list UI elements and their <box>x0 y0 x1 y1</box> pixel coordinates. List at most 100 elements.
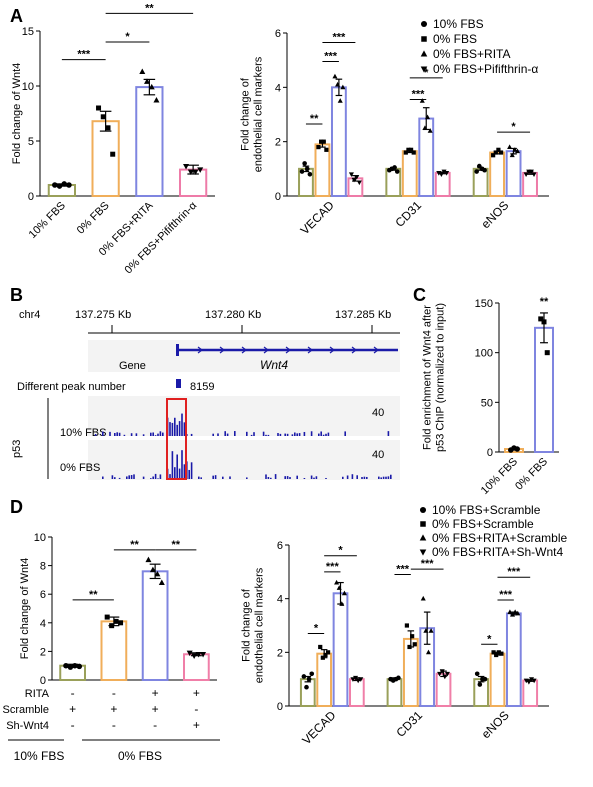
signal-bar <box>315 476 318 479</box>
d-left-ytick-label: 0 <box>40 675 46 687</box>
a-right-sig-label: *** <box>332 32 346 44</box>
d-right-point <box>320 655 325 660</box>
signal-bar <box>150 432 152 436</box>
c-chart-ylabel: Fold enrichment of Wnt4 after <box>422 305 434 450</box>
d-right-point <box>410 634 415 639</box>
d-left-sig-label: ** <box>89 589 98 601</box>
condition-value: + <box>193 718 200 732</box>
signal-bar <box>217 433 219 436</box>
d-left-point <box>76 663 83 670</box>
signal-bar <box>178 468 181 479</box>
d-right-point <box>404 623 409 628</box>
signal-bar <box>262 431 265 436</box>
signal-bar <box>162 432 164 436</box>
condition-value: - <box>194 702 198 716</box>
a-left-bar <box>91 120 120 197</box>
strand-arrow <box>329 346 335 354</box>
d-right-point <box>444 671 450 677</box>
legend-marker <box>419 506 427 514</box>
a-right-point <box>337 98 343 103</box>
signal-bar <box>174 417 176 436</box>
a-right-bar <box>330 86 347 197</box>
signal-bar <box>154 435 157 436</box>
signal-bar <box>234 431 236 436</box>
a-left-ytick-label: 10 <box>22 81 34 93</box>
condition-row-label: RITA <box>25 688 50 700</box>
d-right-bar <box>316 652 333 707</box>
d-right-bar <box>299 678 316 708</box>
a-right-point <box>427 128 433 133</box>
a-right-point <box>436 171 442 176</box>
d-right-point <box>496 650 501 655</box>
signal-bar <box>176 424 178 436</box>
d-right-sig-label: * <box>314 623 319 635</box>
d-right-point <box>325 650 331 655</box>
a-right-point <box>394 169 400 174</box>
chart-d-markers: 0 2 4 6 Fold change of endothelial cell marke… <box>241 540 549 747</box>
strand-arrow <box>307 346 313 354</box>
signal-bar <box>253 432 255 436</box>
d-right-point <box>309 671 315 677</box>
d-right-point <box>339 601 345 606</box>
d-right-bar <box>435 672 452 707</box>
d-left-point <box>186 650 193 657</box>
a-right-point <box>531 172 537 177</box>
track-1-scale: 40 <box>372 407 384 419</box>
signal-bar <box>176 454 178 479</box>
a-right-point <box>515 148 521 154</box>
signal-bar <box>171 451 174 479</box>
condition-value: + <box>193 686 200 700</box>
d-left-point <box>104 614 110 620</box>
legend-marker <box>420 20 428 28</box>
a-right-point <box>444 171 450 176</box>
a-right-group-label: CD31 <box>393 198 425 230</box>
d-left-point <box>72 662 78 669</box>
a-right-point <box>351 177 357 183</box>
coord-tick-2: 137.280 Kb <box>205 309 261 321</box>
a-left-point <box>110 151 116 157</box>
d-right-point <box>515 610 521 616</box>
peak-block <box>176 379 181 388</box>
d-left-point <box>145 556 152 563</box>
a-right-sig-label: ** <box>310 113 319 125</box>
d-right-point <box>428 628 434 633</box>
signal-bar <box>361 477 363 479</box>
track-2-label: 0% FBS <box>60 462 100 474</box>
d-left-point <box>154 570 161 577</box>
a-right-point <box>422 125 428 130</box>
signal-bar <box>246 431 248 436</box>
a-left-sig-label: *** <box>77 49 91 61</box>
a-right-point <box>482 167 487 173</box>
signal-bar <box>222 476 224 479</box>
a-right-group-label: eNOS <box>478 198 511 231</box>
condition-row-label: Scramble <box>3 704 49 716</box>
d-right-point <box>341 590 347 596</box>
c-chart-point <box>514 446 520 452</box>
signal-bar <box>291 434 294 436</box>
signal-bar <box>289 477 291 479</box>
signal-bar <box>130 475 133 479</box>
signal-bar <box>224 431 226 436</box>
a-right-point <box>403 150 408 155</box>
d-left-point <box>113 618 119 624</box>
d-right-point <box>494 652 499 658</box>
signal-bar <box>342 476 344 479</box>
signal-bar <box>212 433 214 436</box>
signal-bar <box>183 464 186 479</box>
d-right-bar <box>386 678 403 708</box>
legend-marker <box>419 549 427 556</box>
d-left-point <box>158 579 165 586</box>
panel-label-c: C <box>413 285 426 305</box>
c-chart-point <box>544 350 550 356</box>
signal-bar <box>214 475 217 479</box>
d-right-point <box>423 628 429 633</box>
signal-bar <box>118 432 121 436</box>
a-left-point <box>56 183 63 189</box>
d-right-point <box>355 678 361 684</box>
a-left-bar <box>135 86 164 197</box>
signal-bar <box>229 476 231 479</box>
a-right-bar <box>314 143 331 197</box>
condition-row-label: Sh-Wnt4 <box>6 720 49 732</box>
d-right-sig-label: *** <box>499 589 513 601</box>
signal-bar <box>159 431 162 436</box>
